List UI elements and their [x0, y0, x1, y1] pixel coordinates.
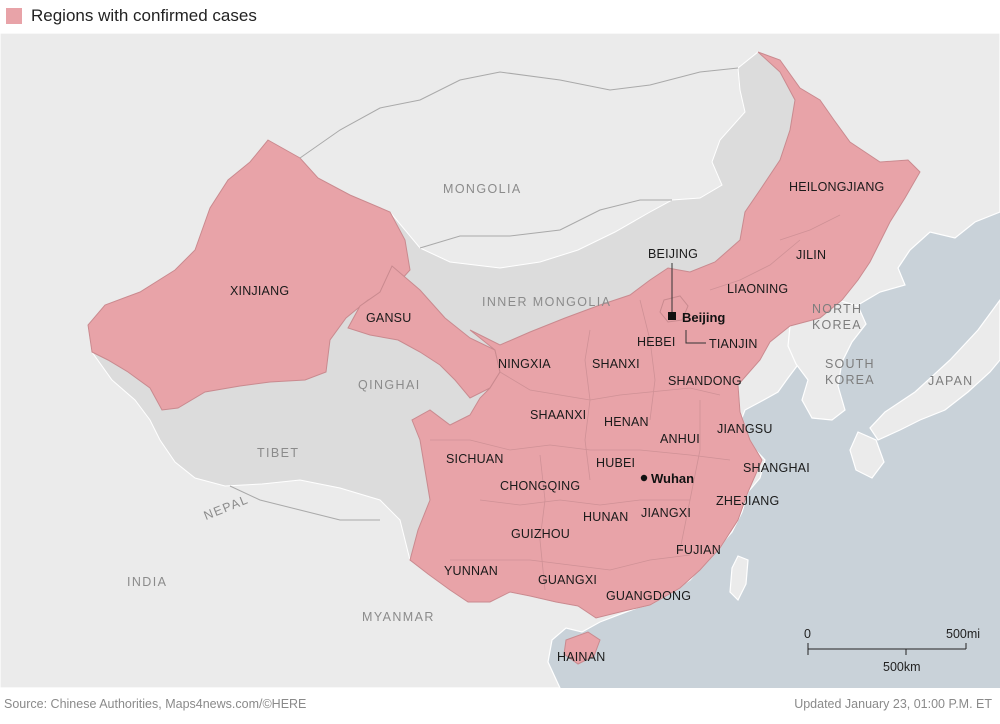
- label-hubei: HUBEI: [596, 456, 635, 470]
- scale-bar: 0 500mi 500km: [804, 627, 980, 674]
- scale-zero: 0: [804, 627, 811, 641]
- label-anhui: ANHUI: [660, 432, 700, 446]
- map: MONGOLIA INNER MONGOLIA QINGHAI TIBET NE…: [0, 33, 1000, 688]
- label-zhejiang: ZHEJIANG: [716, 494, 779, 508]
- korea-peninsula: [787, 299, 867, 421]
- legend-label: Regions with confirmed cases: [31, 6, 257, 25]
- beijing-area: [659, 295, 689, 323]
- label-shaanxi: SHAANXI: [530, 408, 586, 422]
- label-north-korea-2: KOREA: [812, 318, 862, 332]
- region-east-china: [409, 51, 921, 619]
- map-legend: Regions with confirmed cases: [6, 6, 257, 26]
- label-north-korea-1: NORTH: [812, 302, 862, 316]
- label-hebei: HEBEI: [637, 335, 676, 349]
- label-xinjiang: XINJIANG: [230, 284, 289, 298]
- label-mongolia: MONGOLIA: [443, 182, 522, 196]
- label-chongqing: CHONGQING: [500, 479, 580, 493]
- label-myanmar: MYANMAR: [362, 610, 435, 624]
- beijing-marker: [668, 312, 676, 320]
- label-tibet: TIBET: [257, 446, 299, 460]
- label-henan: HENAN: [604, 415, 649, 429]
- label-south-korea-2: KOREA: [825, 373, 875, 387]
- label-sichuan: SICHUAN: [446, 452, 504, 466]
- label-qinghai: QINGHAI: [358, 378, 421, 392]
- label-hunan: HUNAN: [583, 510, 628, 524]
- footer-updated: Updated January 23, 01:00 P.M. ET: [794, 697, 992, 711]
- label-city-wuhan: Wuhan: [651, 471, 694, 486]
- label-shanxi: SHANXI: [592, 357, 640, 371]
- map-svg: MONGOLIA INNER MONGOLIA QINGHAI TIBET NE…: [0, 33, 1000, 688]
- japan-kyushu: [849, 431, 885, 479]
- label-shanghai: SHANGHAI: [743, 461, 810, 475]
- tianjin-leader-line: [685, 330, 706, 344]
- label-city-beijing: Beijing: [682, 310, 725, 325]
- label-shandong: SHANDONG: [668, 374, 742, 388]
- label-yunnan: YUNNAN: [444, 564, 498, 578]
- label-jiangxi: JIANGXI: [641, 506, 691, 520]
- label-gansu: GANSU: [366, 311, 411, 325]
- label-south-korea-1: SOUTH: [825, 357, 875, 371]
- label-guizhou: GUIZHOU: [511, 527, 570, 541]
- label-guangxi: GUANGXI: [538, 573, 597, 587]
- province-borders: [430, 214, 841, 591]
- label-beijing-region: BEIJING: [648, 247, 698, 261]
- label-ningxia: NINGXIA: [498, 357, 551, 371]
- label-guangdong: GUANGDONG: [606, 589, 691, 603]
- label-inner-mongolia: INNER MONGOLIA: [482, 295, 611, 309]
- wuhan-marker: [640, 474, 648, 482]
- legend-swatch: [6, 8, 22, 24]
- label-liaoning: LIAONING: [727, 282, 788, 296]
- taiwan-land: [729, 555, 749, 602]
- country-borders: [229, 67, 739, 521]
- scale-km: 500km: [883, 660, 921, 674]
- label-hainan: HAINAN: [557, 650, 605, 664]
- label-japan: JAPAN: [928, 374, 973, 388]
- japan-land: [869, 298, 1000, 441]
- label-heilongjiang: HEILONGJIANG: [789, 180, 884, 194]
- region-xinjiang: [87, 139, 411, 411]
- footer-source: Source: Chinese Authorities, Maps4news.c…: [4, 697, 307, 711]
- label-fujian: FUJIAN: [676, 543, 721, 557]
- scale-miles: 500mi: [946, 627, 980, 641]
- region-hainan: [563, 631, 601, 665]
- region-gansu: [347, 265, 501, 399]
- label-jilin: JILIN: [796, 248, 826, 262]
- label-india: INDIA: [127, 575, 167, 589]
- label-jiangsu: JIANGSU: [717, 422, 773, 436]
- label-tianjin: TIANJIN: [709, 337, 758, 351]
